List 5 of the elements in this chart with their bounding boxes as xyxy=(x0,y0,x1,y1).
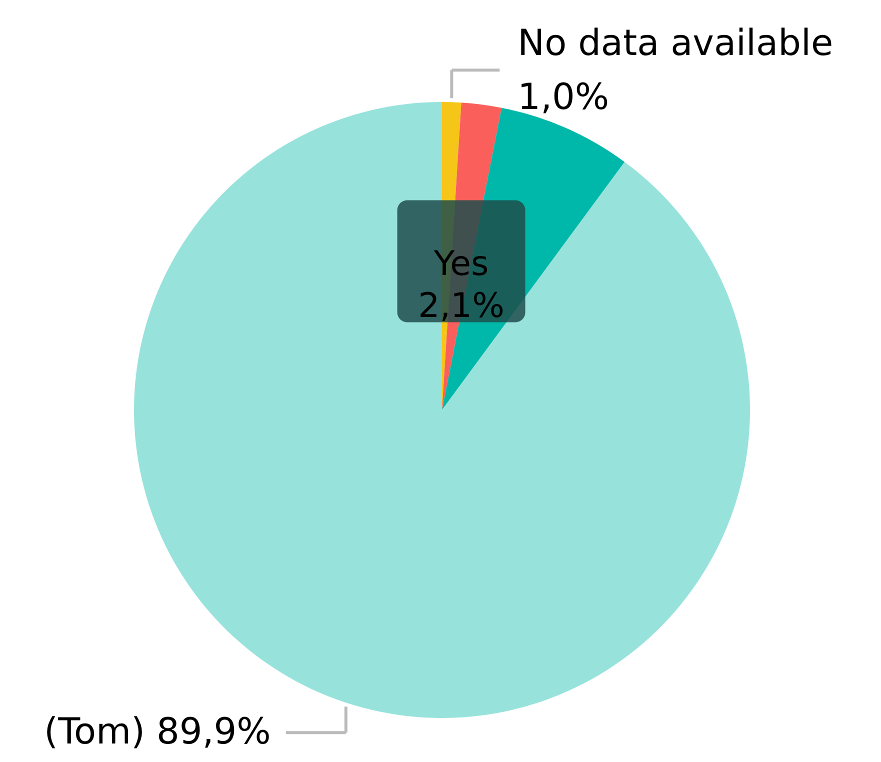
data-label: 1,0% xyxy=(518,77,610,118)
slice-label: (Tom) 89,9% xyxy=(44,712,271,753)
data-label: 2,1% xyxy=(418,286,504,326)
slice-label: No data available xyxy=(518,23,834,64)
slice-label: Yes xyxy=(432,244,489,284)
